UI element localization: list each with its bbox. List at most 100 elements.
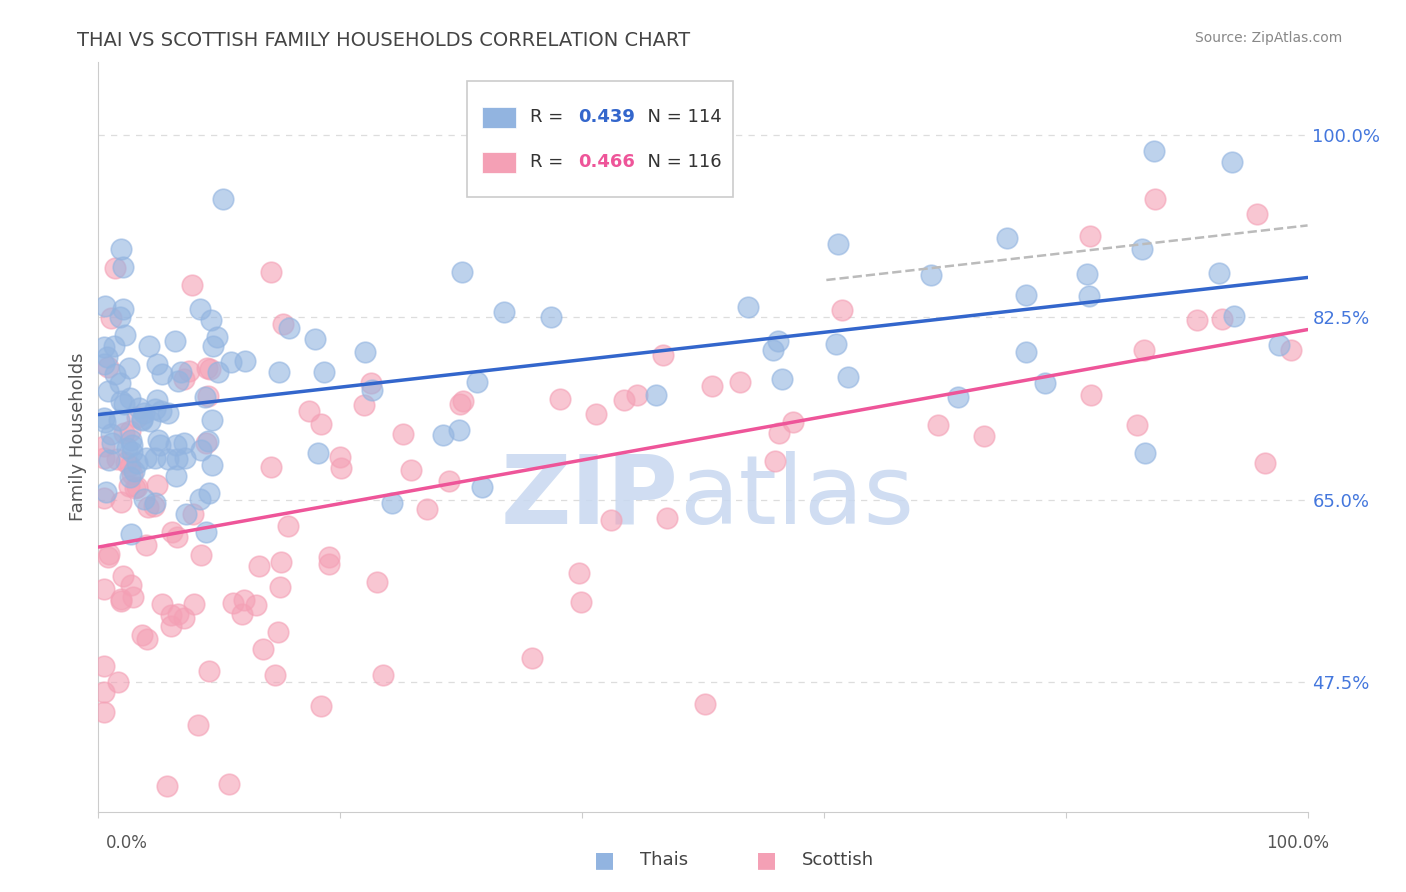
Point	[613, 392, 636, 407]
Point	[1222, 309, 1244, 323]
Text: N = 116: N = 116	[637, 153, 723, 171]
Point	[1135, 446, 1157, 460]
Point	[120, 434, 142, 448]
Text: THAI VS SCOTTISH FAMILY HOUSEHOLDS CORRELATION CHART: THAI VS SCOTTISH FAMILY HOUSEHOLDS CORRE…	[77, 31, 690, 50]
Point	[655, 510, 678, 524]
Point	[103, 339, 125, 353]
Point	[128, 401, 150, 415]
Text: R =: R =	[530, 108, 569, 126]
Point	[105, 452, 128, 467]
Point	[120, 578, 142, 592]
Point	[124, 481, 146, 495]
Point	[97, 453, 120, 467]
Point	[231, 607, 253, 621]
Point	[1211, 312, 1233, 326]
Point	[585, 407, 607, 421]
Point	[118, 360, 141, 375]
Point	[451, 394, 474, 409]
Point	[392, 427, 415, 442]
Text: ■: ■	[756, 850, 776, 870]
Point	[139, 414, 162, 428]
Point	[111, 302, 134, 317]
Point	[318, 558, 340, 572]
Point	[360, 376, 382, 391]
Point	[212, 192, 235, 206]
Point	[260, 460, 283, 475]
Point	[1185, 312, 1208, 326]
Point	[145, 477, 167, 491]
Point	[97, 384, 120, 398]
Point	[93, 685, 115, 699]
Point	[104, 261, 127, 276]
Point	[93, 439, 115, 453]
Point	[197, 389, 219, 403]
Point	[118, 391, 141, 405]
Text: R =: R =	[530, 153, 569, 171]
Point	[198, 664, 221, 678]
Point	[188, 491, 211, 506]
Point	[167, 607, 190, 621]
Point	[146, 434, 169, 448]
Point	[143, 496, 166, 510]
Point	[117, 441, 139, 455]
Point	[183, 597, 205, 611]
Point	[782, 415, 804, 429]
Point	[181, 507, 204, 521]
Point	[233, 353, 256, 368]
Point	[1033, 376, 1056, 391]
Point	[207, 330, 229, 344]
Point	[118, 458, 141, 473]
Point	[125, 480, 148, 494]
Point	[973, 428, 995, 442]
FancyBboxPatch shape	[482, 152, 516, 172]
Point	[1014, 288, 1036, 302]
Text: ZIP: ZIP	[501, 450, 679, 543]
Point	[96, 350, 118, 364]
Point	[125, 409, 148, 424]
Point	[260, 265, 283, 279]
Point	[271, 318, 294, 332]
Point	[135, 538, 157, 552]
Point	[112, 569, 135, 583]
Point	[187, 718, 209, 732]
Point	[166, 530, 188, 544]
Text: 100.0%: 100.0%	[1265, 834, 1329, 852]
Text: 0.0%: 0.0%	[105, 834, 148, 852]
Point	[1076, 267, 1098, 281]
Text: atlas: atlas	[679, 450, 914, 543]
Point	[1208, 266, 1230, 280]
Point	[135, 451, 157, 466]
Point	[118, 470, 141, 484]
Point	[700, 379, 723, 393]
Point	[93, 451, 115, 466]
Point	[824, 337, 846, 351]
Point	[381, 495, 404, 509]
Point	[465, 375, 488, 389]
Point	[173, 610, 195, 624]
Point	[1133, 343, 1156, 357]
Point	[110, 594, 132, 608]
Point	[995, 231, 1018, 245]
Point	[432, 428, 454, 442]
Point	[318, 550, 340, 565]
Point	[166, 452, 188, 467]
Point	[920, 268, 942, 283]
Point	[110, 592, 132, 607]
Point	[150, 597, 173, 611]
Text: ■: ■	[595, 850, 614, 870]
Point	[222, 596, 245, 610]
Point	[1143, 144, 1166, 158]
Point	[110, 393, 132, 408]
Point	[1220, 155, 1243, 169]
Point	[1254, 456, 1277, 470]
Point	[101, 436, 124, 450]
Point	[142, 499, 165, 513]
Point	[770, 372, 793, 386]
Point	[540, 310, 562, 324]
Point	[307, 446, 329, 460]
Point	[110, 495, 132, 509]
Point	[269, 365, 291, 379]
Point	[156, 406, 179, 420]
Point	[763, 454, 786, 468]
Point	[309, 699, 332, 714]
